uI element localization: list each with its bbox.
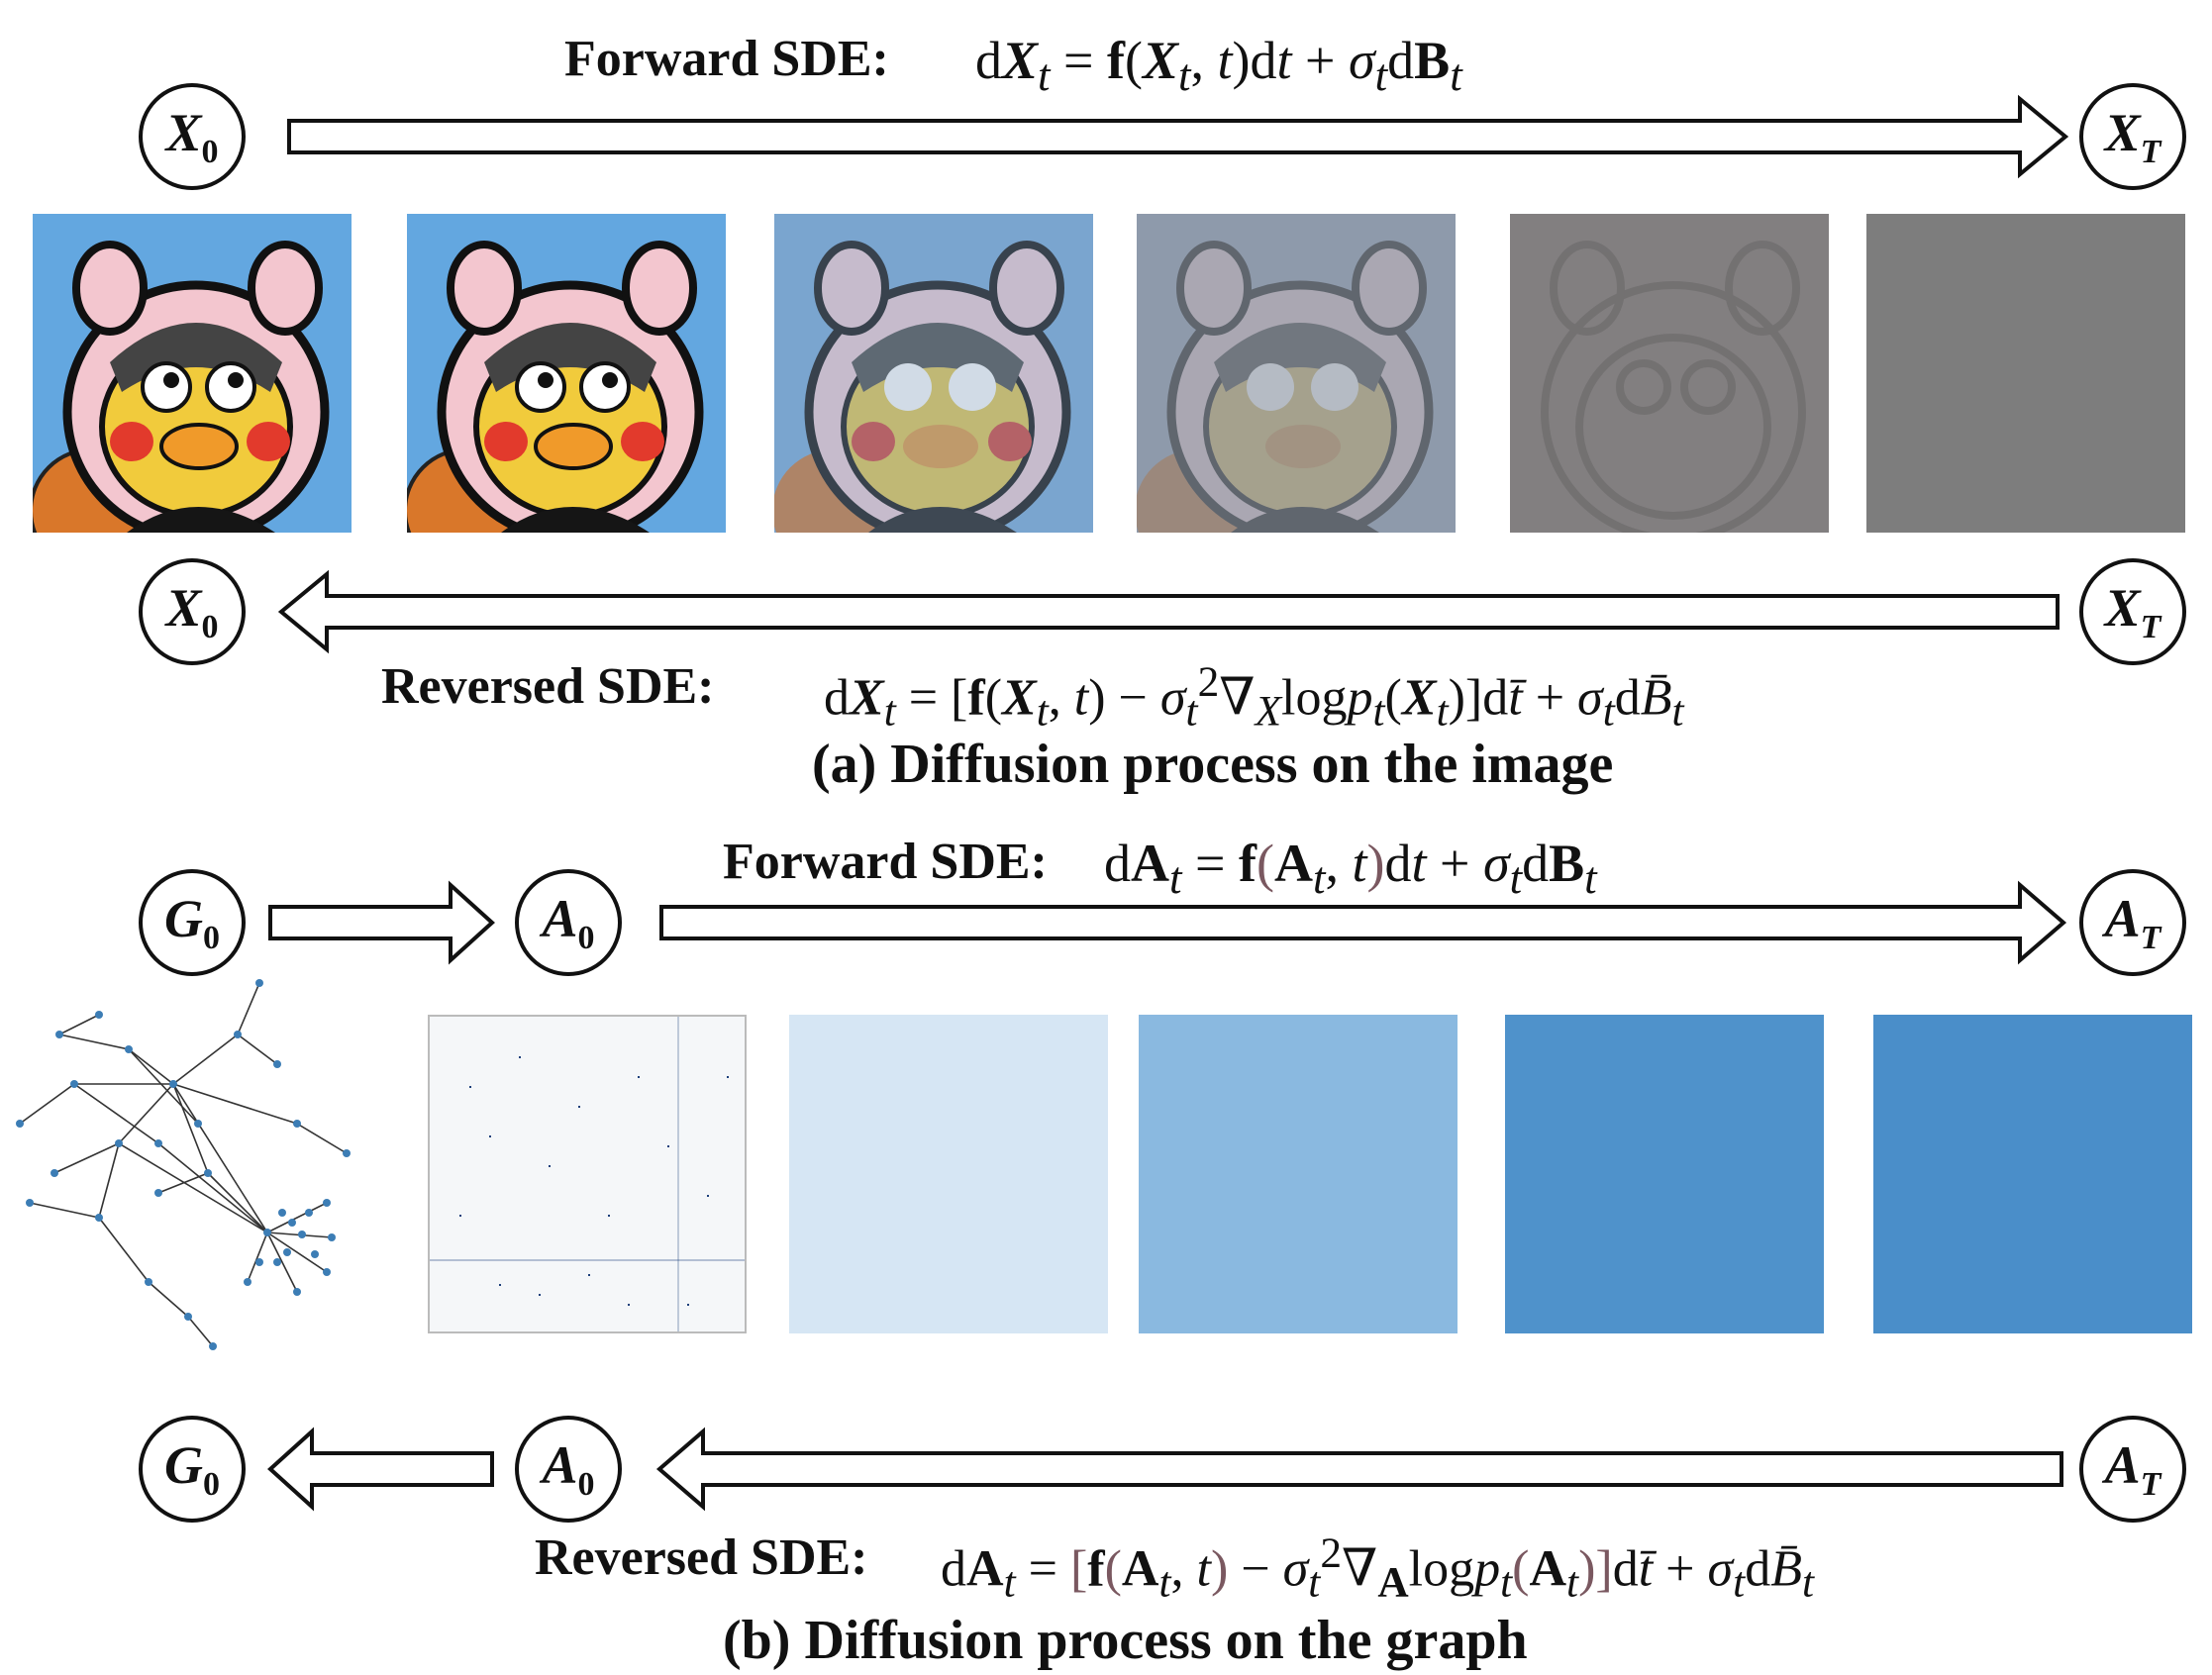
image-step-3 xyxy=(1137,214,1456,533)
node-x0-forward: X0 xyxy=(139,83,246,190)
adjacency-step-2 xyxy=(1139,1015,1458,1333)
image-step-4 xyxy=(1510,214,1829,533)
reversed-sde-equation-a: dXt = [f(Xt, t) − σt2∇Xlogpt(Xt)]dt̄ + σ… xyxy=(824,658,1684,736)
reversed-sde-label-a: Reversed SDE: xyxy=(381,658,715,715)
image-step-5 xyxy=(1866,214,2185,533)
adj-to-graph-arrow xyxy=(267,1427,494,1512)
image-step-0 xyxy=(33,214,352,533)
reversed-sde-equation-b: dAt = [f(At, t) − σt2∇Alogpt(At)]dt̄ + σ… xyxy=(941,1529,1814,1607)
node-at-reverse: AT xyxy=(2079,1416,2186,1523)
adjacency-step-3 xyxy=(1505,1015,1824,1333)
adjacency-step-4 xyxy=(1873,1015,2192,1333)
node-a0-forward: A0 xyxy=(515,869,622,976)
image-step-1 xyxy=(407,214,726,533)
forward-arrow-b xyxy=(659,880,2067,965)
node-at-forward: AT xyxy=(2079,869,2186,976)
forward-arrow-a xyxy=(287,94,2069,179)
caption-a: (a) Diffusion process on the image xyxy=(812,734,1614,795)
reverse-arrow-b xyxy=(655,1427,2063,1512)
node-xt-reverse: XT xyxy=(2079,558,2186,665)
image-step-2 xyxy=(774,214,1093,533)
graph-to-adj-arrow xyxy=(268,880,495,965)
reverse-arrow-a xyxy=(277,569,2060,654)
caption-b: (b) Diffusion process on the graph xyxy=(723,1610,1528,1671)
forward-sde-equation-b: dAt = f(At, t)dt + σtdBt xyxy=(1104,834,1597,903)
node-x0-reverse: X0 xyxy=(139,558,246,665)
adjacency-step-0 xyxy=(428,1015,747,1333)
adjacency-step-1 xyxy=(789,1015,1108,1333)
forward-sde-label-b: Forward SDE: xyxy=(723,834,1048,890)
node-xt-forward: XT xyxy=(2079,83,2186,190)
reversed-sde-label-b: Reversed SDE: xyxy=(535,1529,868,1586)
node-a0-reverse: A0 xyxy=(515,1416,622,1523)
graph-visualization xyxy=(16,979,351,1350)
forward-sde-equation-a: dXt = f(Xt, t)dt + σtdBt xyxy=(975,31,1462,100)
node-g0-reverse: G0 xyxy=(139,1416,246,1523)
forward-sde-label-a: Forward SDE: xyxy=(564,31,889,87)
node-g0-forward: G0 xyxy=(139,869,246,976)
